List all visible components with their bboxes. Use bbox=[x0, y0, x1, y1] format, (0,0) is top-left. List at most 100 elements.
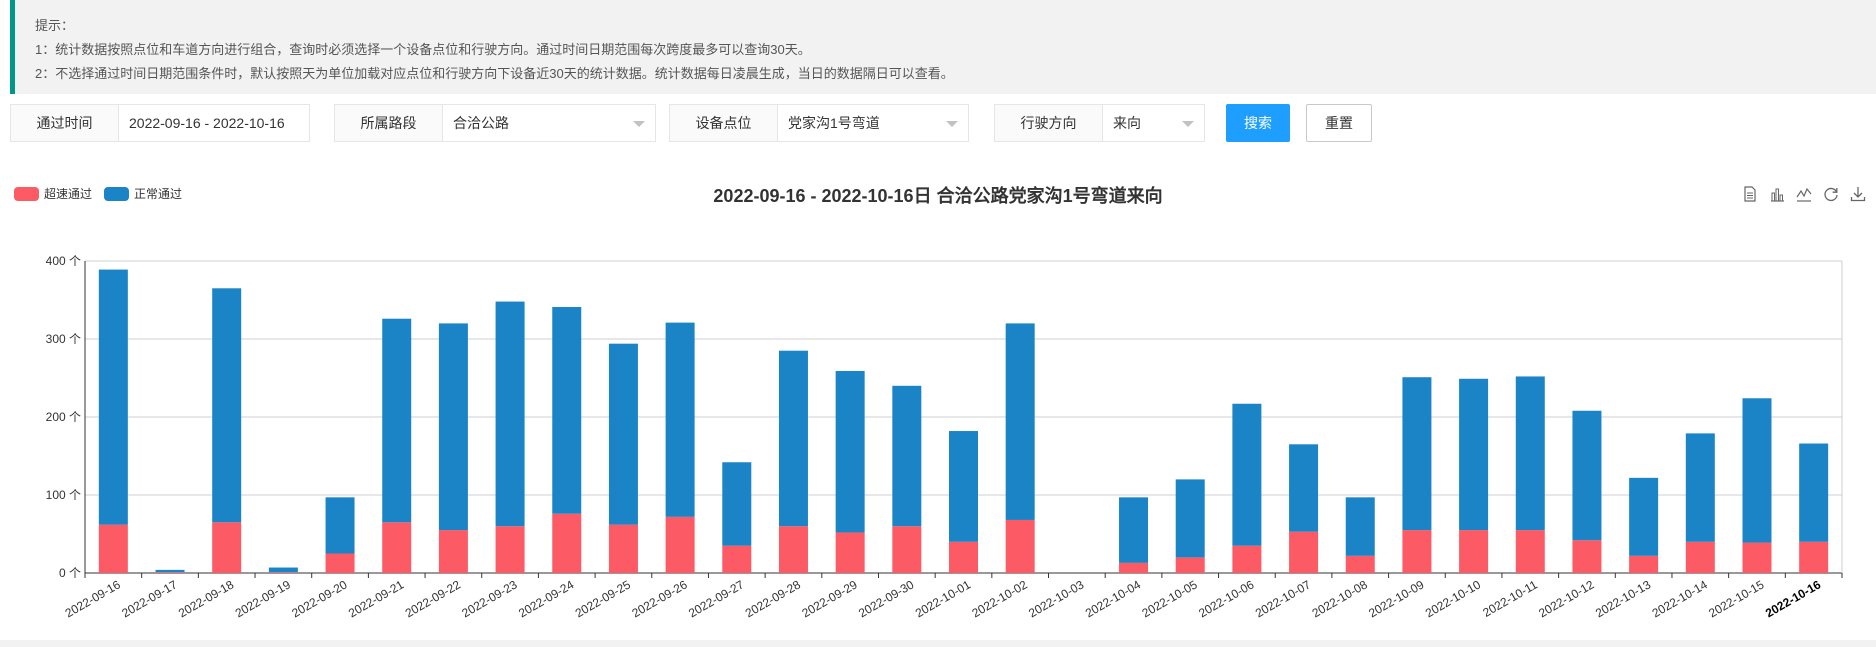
x-tick-label: 2022-10-04 bbox=[1083, 577, 1143, 620]
filter-bar: 通过时间 2022-09-16 - 2022-10-16 所属路段 合洽公路 设… bbox=[10, 104, 1876, 142]
bar-normal bbox=[98, 269, 128, 525]
x-tick-label: 2022-09-25 bbox=[573, 577, 633, 620]
bar-normal bbox=[1799, 443, 1829, 542]
x-tick-label: 2022-10-12 bbox=[1536, 577, 1596, 620]
x-tick-label: 2022-09-19 bbox=[233, 577, 293, 620]
bar-chart-icon[interactable] bbox=[1769, 186, 1785, 202]
bar-overspeed bbox=[438, 530, 468, 573]
x-tick-label: 2022-10-14 bbox=[1650, 577, 1710, 620]
x-tick-label: 2022-10-09 bbox=[1366, 577, 1426, 620]
x-tick-label: 2022-09-26 bbox=[629, 577, 689, 620]
direction-select-value: 来向 bbox=[1113, 115, 1141, 131]
bar-normal bbox=[892, 385, 922, 527]
bar-overspeed bbox=[155, 572, 185, 573]
road-field: 所属路段 合洽公路 bbox=[334, 104, 656, 142]
tips-title: 提示： bbox=[35, 18, 75, 33]
bar-overspeed bbox=[778, 526, 808, 573]
bar-overspeed bbox=[1572, 540, 1602, 573]
bar-normal bbox=[155, 569, 185, 573]
x-tick-label: 2022-09-24 bbox=[516, 577, 576, 620]
bar-normal bbox=[212, 288, 242, 523]
bar-overspeed bbox=[495, 526, 525, 573]
x-tick-label: 2022-10-15 bbox=[1706, 577, 1766, 620]
road-select-value: 合洽公路 bbox=[453, 115, 509, 131]
bar-overspeed bbox=[98, 524, 128, 573]
device-select[interactable]: 党家沟1号弯道 bbox=[778, 105, 968, 141]
bar-normal bbox=[268, 567, 298, 573]
bar-normal bbox=[1005, 323, 1035, 520]
legend-item-overspeed[interactable]: 超速通过 bbox=[14, 185, 92, 202]
direction-field: 行驶方向 来向 bbox=[994, 104, 1205, 142]
bar-overspeed bbox=[1515, 530, 1545, 573]
chevron-down-icon bbox=[946, 121, 958, 127]
y-tick-label: 100 个 bbox=[46, 488, 81, 502]
reset-button[interactable]: 重置 bbox=[1306, 104, 1372, 142]
bar-overspeed bbox=[892, 526, 922, 573]
bar-overspeed bbox=[1119, 562, 1149, 573]
x-tick-label: 2022-10-06 bbox=[1196, 577, 1256, 620]
road-select[interactable]: 合洽公路 bbox=[443, 105, 655, 141]
x-tick-label: 2022-09-21 bbox=[346, 577, 406, 620]
direction-label: 行驶方向 bbox=[995, 105, 1103, 141]
bar-normal bbox=[608, 343, 638, 525]
chart-bars bbox=[98, 269, 1829, 573]
device-select-value: 党家沟1号弯道 bbox=[788, 115, 880, 131]
bar-normal bbox=[1459, 378, 1489, 531]
chevron-down-icon bbox=[1182, 121, 1194, 127]
bar-normal bbox=[552, 307, 582, 514]
x-tick-label: 2022-10-07 bbox=[1253, 577, 1313, 620]
x-tick-label: 2022-09-17 bbox=[119, 577, 179, 620]
bar-normal bbox=[1402, 377, 1432, 531]
x-tick-label: 2022-09-29 bbox=[799, 577, 859, 620]
legend-item-normal[interactable]: 正常通过 bbox=[104, 185, 182, 202]
search-button[interactable]: 搜索 bbox=[1226, 104, 1290, 142]
bar-overspeed bbox=[212, 522, 242, 573]
bar-normal bbox=[778, 350, 808, 527]
download-icon[interactable] bbox=[1850, 186, 1866, 202]
bar-overspeed bbox=[1005, 519, 1035, 573]
data-view-icon[interactable] bbox=[1742, 186, 1758, 202]
chevron-down-icon bbox=[633, 121, 645, 127]
device-field: 设备点位 党家沟1号弯道 bbox=[669, 104, 969, 142]
bar-overspeed bbox=[1459, 530, 1489, 573]
bar-overspeed bbox=[1232, 545, 1262, 573]
bar-overspeed bbox=[1742, 542, 1772, 573]
tips-line-2: 2：不选择通过时间日期范围条件时，默认按照天为单位加载对应点位和行驶方向下设备近… bbox=[35, 66, 954, 81]
legend-label-normal: 正常通过 bbox=[134, 187, 183, 201]
bar-overspeed bbox=[1345, 555, 1375, 573]
bar-normal bbox=[495, 301, 525, 527]
bar-normal bbox=[1232, 403, 1262, 546]
line-chart-icon[interactable] bbox=[1796, 186, 1812, 202]
bar-overspeed bbox=[552, 513, 582, 573]
legend-label-overspeed: 超速通过 bbox=[44, 187, 93, 201]
time-range-input[interactable]: 2022-09-16 - 2022-10-16 bbox=[129, 115, 285, 131]
y-tick-label: 0 个 bbox=[59, 566, 81, 580]
tips-line-1: 1：统计数据按照点位和车道方向进行组合，查询时必须选择一个设备点位和行驶方向。通… bbox=[35, 42, 811, 57]
bar-overspeed bbox=[608, 524, 638, 573]
x-tick-label: 2022-10-01 bbox=[913, 577, 973, 620]
x-tick-label: 2022-10-08 bbox=[1310, 577, 1370, 620]
x-tick-label: 2022-10-16 bbox=[1763, 577, 1823, 620]
bar-overspeed bbox=[1402, 530, 1432, 573]
bar-overspeed bbox=[835, 532, 865, 573]
x-tick-label: 2022-09-30 bbox=[856, 577, 916, 620]
x-tick-label: 2022-10-11 bbox=[1480, 577, 1540, 620]
tips-panel: 提示： 1：统计数据按照点位和车道方向进行组合，查询时必须选择一个设备点位和行驶… bbox=[10, 0, 1876, 94]
bar-normal bbox=[1119, 497, 1149, 563]
x-tick-label: 2022-10-10 bbox=[1423, 577, 1483, 620]
direction-select[interactable]: 来向 bbox=[1103, 105, 1204, 141]
x-tick-label: 2022-09-18 bbox=[176, 577, 236, 620]
bar-normal bbox=[722, 462, 752, 546]
x-tick-label: 2022-09-27 bbox=[686, 577, 746, 620]
bar-normal bbox=[1629, 477, 1659, 556]
x-tick-label: 2022-10-13 bbox=[1593, 577, 1653, 620]
time-range-field: 通过时间 2022-09-16 - 2022-10-16 bbox=[10, 104, 310, 142]
x-tick-label: 2022-10-05 bbox=[1140, 577, 1200, 620]
bar-overspeed bbox=[325, 553, 355, 573]
chart-toolbox bbox=[1742, 186, 1866, 202]
bar-normal bbox=[1175, 479, 1205, 558]
bar-normal bbox=[438, 323, 468, 531]
refresh-icon[interactable] bbox=[1823, 186, 1839, 202]
road-label: 所属路段 bbox=[335, 105, 443, 141]
